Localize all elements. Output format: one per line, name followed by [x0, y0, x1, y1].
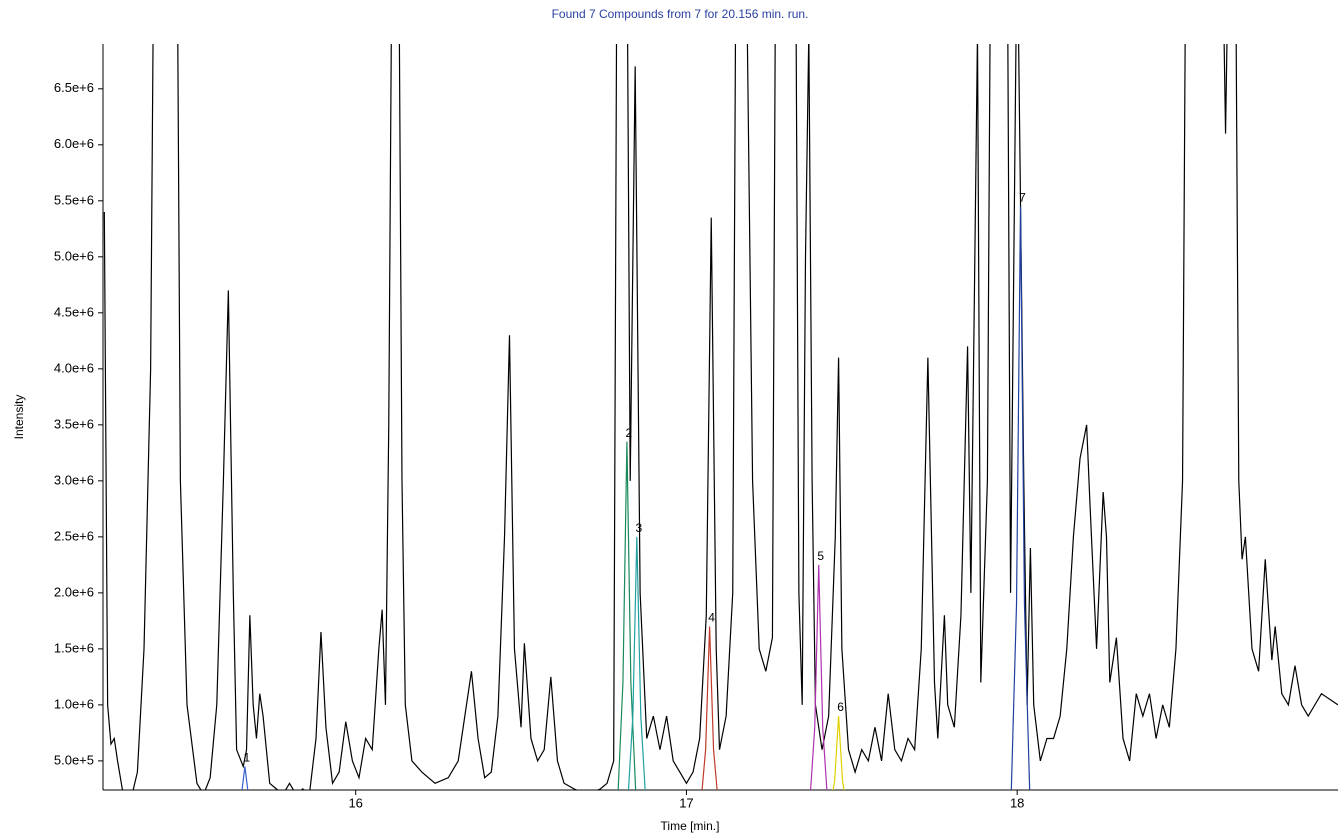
y-tick-label: 1.5e+6	[54, 640, 94, 655]
peak-label: 2	[626, 426, 633, 440]
y-axis-label: Intensity	[12, 395, 26, 440]
peak-label: 1	[244, 751, 251, 765]
peak-label: 6	[837, 700, 844, 714]
peak-label: 7	[1019, 191, 1026, 205]
y-tick-label: 6.5e+6	[54, 80, 94, 95]
y-tick-label: 4.0e+6	[54, 360, 94, 375]
y-tick-label: 5.0e+5	[54, 752, 94, 767]
y-tick-label: 6.0e+6	[54, 136, 94, 151]
compound-peak	[809, 564, 828, 790]
x-axis-label: Time [min.]	[661, 819, 720, 833]
x-tick-label: 18	[1010, 795, 1024, 810]
plot-area	[103, 44, 1338, 790]
peak-label: 5	[817, 549, 824, 563]
x-tick-label: 16	[348, 795, 362, 810]
y-tick-label: 1.0e+6	[54, 696, 94, 711]
y-tick-label: 2.0e+6	[54, 584, 94, 599]
x-tick-label: 17	[679, 795, 693, 810]
y-tick-label: 5.5e+6	[54, 192, 94, 207]
trace-line	[103, 44, 1338, 790]
compound-peak	[627, 536, 646, 790]
y-tick-label: 4.5e+6	[54, 304, 94, 319]
compound-peak	[1010, 206, 1031, 790]
y-tick-label: 5.0e+6	[54, 248, 94, 263]
chart-title: Found 7 Compounds from 7 for 20.156 min.…	[552, 7, 809, 21]
y-tick-label: 3.5e+6	[54, 416, 94, 431]
compound-peak	[617, 441, 637, 790]
peak-label: 3	[635, 521, 642, 535]
y-tick-label: 2.5e+6	[54, 528, 94, 543]
compound-peak	[701, 626, 718, 790]
peak-label: 4	[708, 611, 715, 625]
compound-peak	[832, 716, 845, 790]
compound-peak	[241, 766, 249, 790]
y-tick-label: 3.0e+6	[54, 472, 94, 487]
